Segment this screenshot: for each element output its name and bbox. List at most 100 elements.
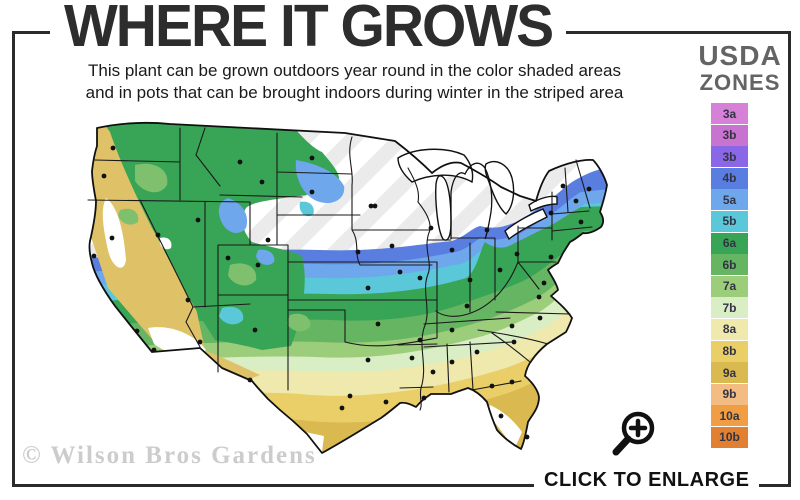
legend-zone-chip: 8a	[711, 318, 748, 340]
city-dot	[514, 251, 520, 257]
legend-title-usda: USDA	[698, 40, 782, 71]
lake-michigan	[435, 175, 452, 241]
city-dot	[464, 303, 470, 309]
subtitle: This plant can be grown outdoors year ro…	[62, 60, 647, 104]
legend-zone-chip: 5b	[711, 210, 748, 232]
city-dot	[417, 275, 423, 281]
city-dot	[368, 203, 374, 209]
city-dot	[365, 285, 371, 291]
michigan-shoreline	[450, 162, 493, 240]
city-dot	[247, 377, 253, 383]
watermark: © Wilson Bros Gardens	[22, 442, 317, 469]
city-dot	[237, 159, 243, 165]
magnifier-plus-icon[interactable]	[600, 402, 666, 468]
city-dot	[417, 337, 423, 343]
city-dot	[449, 247, 455, 253]
city-dot	[309, 155, 315, 161]
city-dot	[428, 225, 434, 231]
lake-huron	[484, 160, 515, 215]
lake-ontario	[528, 195, 558, 212]
city-dot	[225, 255, 231, 261]
city-dot	[467, 277, 473, 283]
legend-zone-chip: 3a	[711, 103, 748, 124]
city-dot	[430, 369, 436, 375]
legend-zone-chip: 7a	[711, 275, 748, 297]
city-dot	[365, 357, 371, 363]
legend-zone-chip: 10b	[711, 426, 748, 448]
city-dot	[449, 327, 455, 333]
west-light-green-patches	[118, 163, 311, 332]
west-teal-patches	[219, 201, 314, 325]
city-dot	[383, 399, 389, 405]
city-dot	[548, 210, 554, 216]
city-dot	[509, 379, 515, 385]
page-title: WHERE IT GROWS	[50, 0, 567, 57]
city-dot	[497, 267, 503, 273]
city-dot	[509, 323, 515, 329]
city-dot	[265, 237, 271, 243]
city-dot	[185, 297, 191, 303]
city-dot	[541, 280, 547, 286]
subtitle-line1: This plant can be grown outdoors year ro…	[88, 61, 621, 80]
legend-zone-chip: 9b	[711, 383, 748, 405]
legend-zone-chip: 4b	[711, 167, 748, 189]
legend-zone-chip: 8b	[711, 340, 748, 362]
zone-fill-layer	[89, 122, 608, 454]
city-dot	[560, 183, 566, 189]
city-dot	[421, 395, 427, 401]
city-dot	[573, 198, 579, 204]
city-dot	[252, 327, 258, 333]
city-dots	[91, 145, 592, 440]
city-dot	[489, 383, 495, 389]
legend-zone-chip: 5a	[711, 189, 748, 211]
city-dot	[524, 434, 530, 440]
city-dot	[397, 269, 403, 275]
legend-zone-chip: 6a	[711, 232, 748, 254]
city-dot	[101, 173, 107, 179]
legend-title: USDA ZONES	[688, 42, 792, 94]
state-borders	[87, 127, 593, 411]
city-dot	[91, 253, 97, 259]
city-dot	[409, 355, 415, 361]
zone-legend: 3a 3b 3b 4b 5a 5b 6a 6b 7a 7b 8a 8b 9a 9b 10a 10b	[711, 103, 748, 449]
legend-zone-chip: 6b	[711, 254, 748, 276]
city-dot	[109, 235, 115, 241]
city-dot	[449, 359, 455, 365]
city-dot	[110, 145, 116, 151]
city-dot	[484, 227, 490, 233]
city-dot	[195, 217, 201, 223]
city-dot	[255, 262, 261, 268]
city-dot	[155, 232, 161, 238]
legend-zone-chip: 3b	[711, 124, 748, 146]
city-dot	[474, 349, 480, 355]
legend-zone-chip: 9a	[711, 362, 748, 384]
city-dot	[309, 189, 315, 195]
city-dot	[339, 405, 345, 411]
subtitle-line2: and in pots that can be brought indoors …	[85, 82, 624, 102]
city-dot	[537, 315, 543, 321]
city-dot	[511, 339, 517, 345]
great-lakes	[397, 148, 558, 241]
legend-zone-chip: 10a	[711, 405, 748, 427]
city-dot	[389, 243, 395, 249]
city-dot	[375, 321, 381, 327]
city-dot	[347, 393, 353, 399]
city-dot	[151, 347, 157, 353]
city-dot	[548, 254, 554, 260]
legend-title-zones: ZONES	[699, 70, 781, 95]
city-dot	[498, 413, 504, 419]
west-tan-region	[89, 122, 260, 382]
legend-zone-chip: 7b	[711, 297, 748, 319]
city-dot	[259, 179, 265, 185]
click-to-enlarge-label[interactable]: CLICK TO ENLARGE	[534, 469, 760, 492]
lake-superior	[397, 148, 474, 184]
us-outline	[88, 121, 608, 454]
city-dot	[372, 203, 378, 209]
city-dot	[355, 249, 361, 255]
city-dot	[578, 219, 584, 225]
city-dot	[536, 294, 542, 300]
legend-zone-chip: 3b	[711, 146, 748, 168]
west-blue-patches	[218, 160, 345, 265]
